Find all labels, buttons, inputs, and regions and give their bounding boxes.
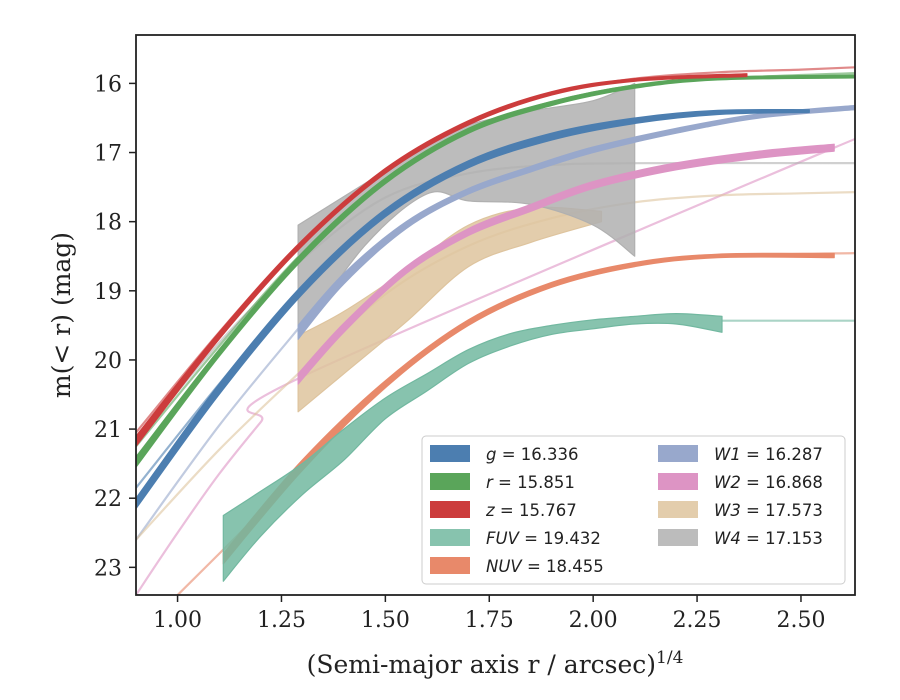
y-tick-label: 22 [94,487,122,512]
legend-label-w4: W4 = 17.153 [714,529,823,548]
legend-swatch-w1 [658,445,698,462]
x-tick-label: 2.25 [673,608,722,633]
series-fuv-band [222,313,723,582]
x-tick-label: 1.00 [153,608,202,633]
x-tick-label: 2.00 [569,608,618,633]
y-axis: 16 17 18 19 20 21 22 23 [94,72,136,581]
legend-swatch-fuv [430,529,470,546]
y-tick-label: 20 [94,349,122,374]
legend-label-nuv: NUV = 18.455 [486,557,604,576]
y-tick-label: 17 [94,142,122,167]
x-axis-label: (Semi-major axis r / arcsec)1/4 [307,648,684,679]
x-tick-label: 2.50 [776,608,825,633]
legend-swatch-z [430,501,470,518]
legend-label-w2: W2 = 16.868 [714,473,823,492]
legend-swatch-g [430,445,470,462]
x-tick-label: 1.50 [361,608,410,633]
legend-label-w1: W1 = 16.287 [714,445,823,464]
y-tick-label: 16 [94,72,122,97]
legend-swatch-w3 [658,501,698,518]
x-tick-label: 1.25 [257,608,306,633]
legend-swatch-w2 [658,473,698,490]
x-axis: 1.00 1.25 1.50 1.75 2.00 2.25 2.50 [153,595,825,633]
series-w1-band [297,104,855,340]
series-z-band [136,73,748,447]
legend-label-z: z = 15.767 [485,501,577,520]
y-tick-label: 21 [94,418,122,443]
legend-label-r: r = 15.851 [486,473,575,492]
y-tick-label: 18 [94,211,122,236]
legend-label-g: g = 16.336 [486,445,579,464]
legend-label-fuv: FUV = 19.432 [486,529,601,548]
legend-label-w3: W3 = 17.573 [714,501,823,520]
x-tick-label: 1.75 [465,608,514,633]
legend-swatch-nuv [430,557,470,574]
x-axis-label-text: (Semi-major axis r / arcsec) [307,650,656,679]
legend-swatch-r [430,473,470,490]
plot-area [136,66,855,595]
x-axis-label-exponent: 1/4 [656,648,683,668]
series-w1-extrapolation [136,328,299,541]
plot-frame [135,34,856,596]
series-w2-band [297,143,835,385]
y-axis-label: m(< r) (mag) [47,232,76,398]
legend: g = 16.336 r = 15.851 z = 15.767 FUV = 19.4… [421,435,846,585]
y-tick-label: 23 [94,556,122,581]
legend-frame [421,435,846,585]
series-r-band [136,74,855,468]
series-nuv-band [222,252,835,565]
series-g-band [136,108,810,510]
legend-swatch-w4 [658,529,698,546]
y-tick-label: 19 [94,280,122,305]
